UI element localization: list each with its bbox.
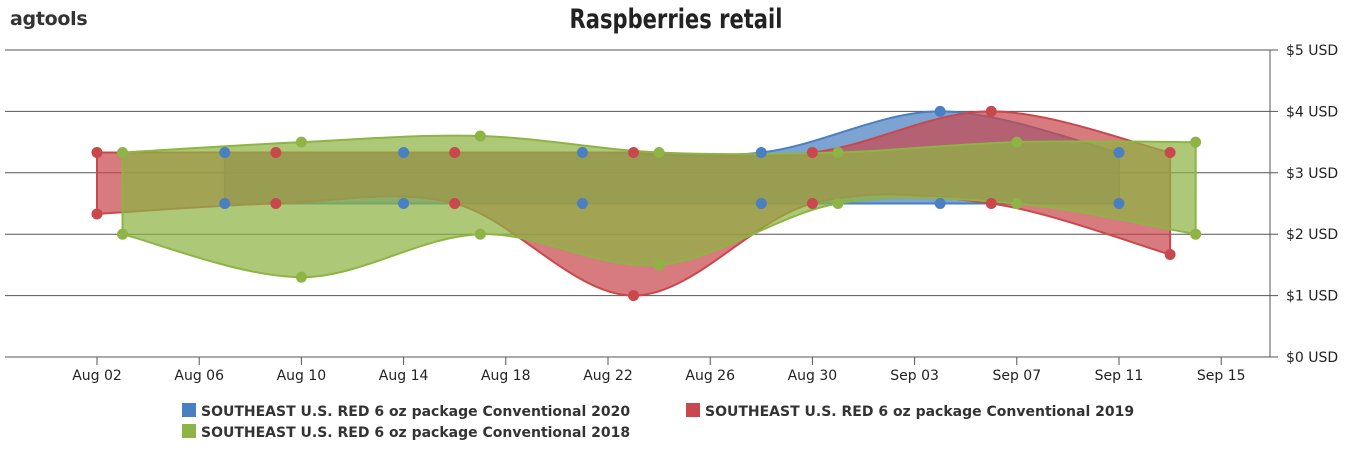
data-point-high[interactable] <box>806 147 818 159</box>
data-point-low[interactable] <box>755 198 767 209</box>
y-tick-label: $0 USD <box>1286 350 1338 366</box>
data-point-low[interactable] <box>985 198 997 209</box>
y-tick-label: $2 USD <box>1286 227 1338 243</box>
legend-label: SOUTHEAST U.S. RED 6 oz package Conventi… <box>201 404 630 420</box>
data-point-high[interactable] <box>1113 147 1125 159</box>
data-point-low[interactable] <box>628 290 640 302</box>
data-point-low[interactable] <box>1190 228 1202 240</box>
y-axis: $0 USD $1 USD $2 USD $3 USD $4 USD $5 USD <box>1269 43 1338 366</box>
data-point-high[interactable] <box>934 105 946 117</box>
data-point-low[interactable] <box>1011 198 1023 209</box>
data-point-low[interactable] <box>117 228 129 240</box>
legend-label: SOUTHEAST U.S. RED 6 oz package Conventi… <box>201 425 630 441</box>
data-point-high[interactable] <box>985 105 997 117</box>
data-point-high[interactable] <box>91 147 103 159</box>
y-tick-label: $3 USD <box>1286 166 1338 182</box>
legend-swatch <box>182 403 196 417</box>
data-point-low[interactable] <box>576 198 588 209</box>
brand-logo: agtools <box>10 8 88 30</box>
x-tick-label: Sep 11 <box>1095 368 1144 384</box>
data-point-high[interactable] <box>219 147 231 159</box>
data-point-low[interactable] <box>934 198 946 209</box>
data-point-high[interactable] <box>832 147 844 159</box>
legend[interactable]: SOUTHEAST U.S. RED 6 oz package Conventi… <box>182 403 1134 441</box>
data-point-low[interactable] <box>474 228 486 240</box>
x-axis: Aug 02 Aug 06 Aug 10 Aug 14 Aug 18 Aug 22 Aug … <box>72 357 1246 384</box>
x-tick-label: Aug 10 <box>277 368 327 384</box>
x-tick-label: Sep 07 <box>992 368 1041 384</box>
data-point-high[interactable] <box>449 147 461 159</box>
data-point-low[interactable] <box>806 198 818 209</box>
data-point-high[interactable] <box>1011 136 1023 148</box>
x-tick-label: Aug 26 <box>685 368 735 384</box>
x-tick-label: Aug 22 <box>583 368 633 384</box>
y-tick-label: $4 USD <box>1286 104 1338 120</box>
legend-swatch <box>686 403 700 417</box>
legend-item[interactable]: SOUTHEAST U.S. RED 6 oz package Conventi… <box>182 424 630 441</box>
data-point-high[interactable] <box>576 147 588 159</box>
series-areas <box>96 110 1197 297</box>
data-point-high[interactable] <box>117 147 129 159</box>
data-point-high[interactable] <box>398 147 410 159</box>
x-tick-label: Aug 30 <box>788 368 838 384</box>
data-point-high[interactable] <box>270 147 282 159</box>
y-tick-label: $5 USD <box>1286 43 1338 59</box>
x-tick-label: Sep 15 <box>1197 368 1246 384</box>
x-tick-label: Aug 06 <box>174 368 224 384</box>
data-point-high[interactable] <box>755 147 767 159</box>
y-tick-label: $1 USD <box>1286 289 1338 305</box>
legend-swatch <box>182 424 196 438</box>
data-point-low[interactable] <box>398 198 410 209</box>
data-point-low[interactable] <box>295 271 307 283</box>
legend-item[interactable]: SOUTHEAST U.S. RED 6 oz package Conventi… <box>686 403 1134 420</box>
x-tick-label: Sep 03 <box>890 368 939 384</box>
legend-item[interactable]: SOUTHEAST U.S. RED 6 oz package Conventi… <box>182 403 630 420</box>
data-point-low[interactable] <box>653 259 665 271</box>
data-point-high[interactable] <box>628 147 640 159</box>
data-point-low[interactable] <box>832 198 844 209</box>
series-points <box>91 105 1202 302</box>
data-point-high[interactable] <box>653 147 665 159</box>
x-tick-label: Aug 02 <box>72 368 122 384</box>
x-tick-label: Aug 18 <box>481 368 531 384</box>
data-point-low[interactable] <box>1113 198 1125 209</box>
data-point-high[interactable] <box>295 136 307 148</box>
x-tick-label: Aug 14 <box>379 368 429 384</box>
data-point-high[interactable] <box>1164 147 1176 159</box>
chart-title: Raspberries retail <box>569 4 783 35</box>
data-point-low[interactable] <box>449 198 461 209</box>
brand-logo-text: agtools <box>10 8 88 30</box>
data-point-low[interactable] <box>219 198 231 209</box>
data-point-low[interactable] <box>1164 248 1176 260</box>
legend-label: SOUTHEAST U.S. RED 6 oz package Conventi… <box>705 404 1134 420</box>
data-point-high[interactable] <box>1190 136 1202 148</box>
data-point-low[interactable] <box>91 208 103 220</box>
data-point-low[interactable] <box>270 198 282 209</box>
data-point-high[interactable] <box>474 130 486 142</box>
